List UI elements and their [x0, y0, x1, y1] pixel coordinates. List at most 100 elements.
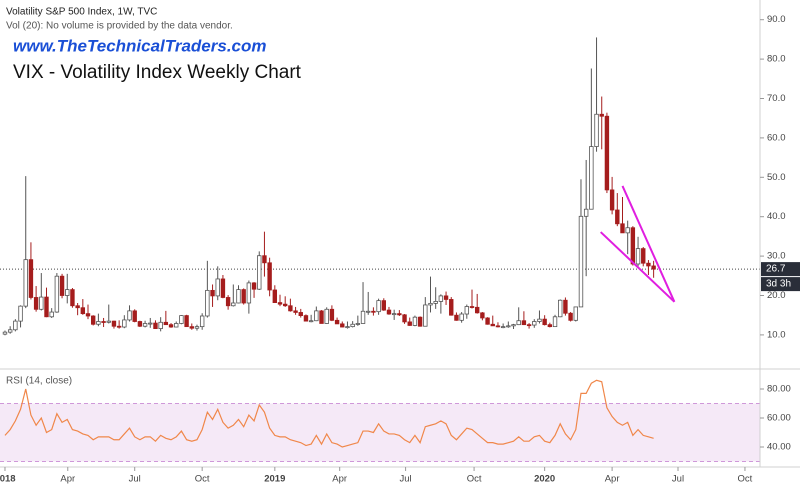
candle-body	[526, 324, 532, 327]
candle-body	[168, 324, 174, 328]
candle-body	[599, 113, 604, 117]
candle-body	[262, 255, 267, 264]
rsi-band	[0, 403, 760, 462]
x-tick-label: Apr	[332, 474, 347, 485]
candle-body	[282, 303, 288, 307]
candle-body	[44, 296, 49, 318]
candle-body	[495, 325, 501, 328]
y-tick-label: 20.0	[767, 290, 786, 301]
last-price-label: 26.7	[766, 264, 786, 275]
candle-body	[334, 319, 340, 325]
candle-body	[417, 316, 423, 327]
x-tick-label: Jul	[672, 474, 684, 485]
candle-body	[454, 314, 459, 321]
candle-body	[106, 320, 111, 323]
candle-body	[101, 321, 106, 323]
candle-body	[449, 299, 454, 316]
candle-body	[111, 320, 117, 327]
candle-body	[324, 308, 329, 324]
y-tick-label: 70.0	[767, 93, 786, 104]
x-tick-label: Oct	[195, 474, 210, 485]
y-tick-label: 60.0	[767, 132, 786, 143]
candle-body	[153, 322, 158, 329]
candle-body	[132, 310, 137, 322]
candle-body	[2, 331, 8, 335]
candle-body	[215, 278, 220, 297]
candle-body	[620, 223, 625, 234]
candle-body	[205, 289, 210, 317]
candle-body	[552, 316, 558, 328]
candle-body	[241, 289, 246, 304]
candle-body	[594, 113, 599, 147]
candle-body	[39, 296, 44, 310]
candle-body	[116, 325, 122, 328]
candle-body	[635, 248, 641, 265]
candle-body	[376, 300, 381, 313]
candle-body	[49, 311, 54, 318]
rsi-y-tick-label: 80.00	[767, 384, 791, 395]
candle-body	[293, 310, 298, 313]
candle-body	[423, 304, 428, 327]
candle-body	[573, 306, 578, 321]
volume-note: Vol (20): No volume is provided by the d…	[6, 21, 233, 32]
x-tick-label: 2019	[264, 474, 285, 485]
candle-body	[236, 289, 241, 304]
rsi-title: RSI (14, close)	[6, 376, 72, 387]
y-tick-label: 30.0	[767, 251, 786, 262]
x-tick-label: 2018	[0, 474, 16, 485]
candle-body	[521, 320, 527, 326]
candle-body	[480, 312, 485, 319]
y-tick-label: 90.0	[767, 14, 786, 25]
candle-body	[184, 315, 189, 328]
candle-body	[70, 289, 75, 307]
candle-body	[500, 326, 506, 329]
candle-body	[651, 265, 656, 270]
candle-body	[18, 305, 23, 322]
candle-body	[438, 295, 444, 302]
candle-body	[428, 302, 433, 306]
candle-body	[397, 313, 402, 316]
candle-body	[641, 248, 646, 264]
candle-body	[490, 323, 495, 327]
chart-header: Volatility S&P 500 Index, 1W, TVC	[6, 7, 157, 18]
candle-body	[542, 318, 547, 326]
candle-body	[558, 299, 563, 318]
candle-body	[298, 312, 303, 316]
candle-body	[568, 312, 573, 321]
y-tick-label: 80.0	[767, 54, 786, 65]
candle-body	[158, 321, 163, 329]
x-tick-label: Oct	[467, 474, 482, 485]
candle-body	[609, 189, 615, 211]
chart-title: VIX - Volatility Index Weekly Chart	[13, 62, 302, 83]
candle-body	[122, 319, 127, 328]
candle-body	[7, 329, 13, 333]
candle-body	[90, 315, 96, 325]
rsi-line	[4, 379, 654, 448]
candle-body	[469, 306, 475, 308]
candle-body	[174, 323, 179, 328]
candle-body	[85, 313, 91, 317]
candle-body	[329, 308, 335, 321]
candle-body	[433, 301, 438, 304]
candle-body	[308, 320, 314, 323]
candle-body	[630, 227, 636, 265]
candle-body	[547, 324, 553, 328]
candle-body	[288, 305, 293, 312]
candle-body	[194, 326, 200, 329]
candle-body	[485, 317, 490, 325]
candle-body	[366, 310, 371, 313]
countdown-tag	[761, 277, 800, 292]
candle-body	[23, 259, 28, 307]
website: www.TheTechnicalTraders.com	[13, 36, 267, 55]
candle-body	[386, 309, 392, 315]
candle-body	[59, 275, 65, 296]
candle-body	[137, 321, 143, 327]
trendline	[600, 231, 676, 303]
candle-body	[360, 310, 366, 324]
candle-body	[646, 262, 651, 267]
candle-body	[199, 315, 205, 328]
rsi-y-tick-label: 40.00	[767, 442, 791, 453]
rsi-y-tick-label: 60.00	[767, 413, 791, 424]
candle-body	[163, 321, 169, 326]
